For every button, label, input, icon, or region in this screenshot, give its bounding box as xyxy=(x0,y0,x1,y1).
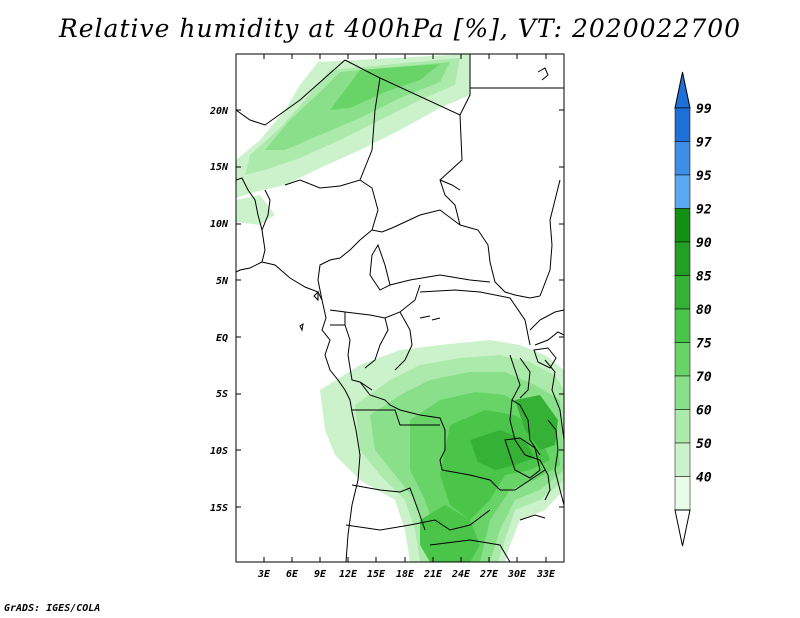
colorbar-box xyxy=(674,409,691,444)
lat-tick-label: 10S xyxy=(210,446,228,457)
lat-tick-label: 10N xyxy=(210,219,229,230)
colorbar-box xyxy=(674,308,691,343)
lon-tick-label: 24E xyxy=(451,569,471,580)
colorbar-box xyxy=(674,375,691,410)
colorbar-label: 92 xyxy=(696,203,712,218)
colorbar-box xyxy=(674,174,691,209)
colorbar-label: 95 xyxy=(696,169,712,184)
lon-tick-label: 30E xyxy=(507,569,527,580)
map-frame xyxy=(235,53,565,563)
colorbar-box xyxy=(674,107,691,142)
colorbar-top-arrow xyxy=(674,71,691,109)
lon-tick-label: 27E xyxy=(479,569,499,580)
lon-tick-label: 21E xyxy=(423,569,443,580)
colorbar-label: 50 xyxy=(696,437,712,452)
lat-axis: 20N 15N 10N 5N EQ 5S 10S 15S xyxy=(209,106,564,514)
colorbar-label: 90 xyxy=(696,236,712,251)
colorbar-label: 75 xyxy=(696,337,712,352)
colorbar: 99 97 95 92 90 85 80 75 70 60 50 40 xyxy=(674,71,712,547)
colorbar-label: 60 xyxy=(696,404,712,419)
colorbar-box xyxy=(674,476,691,511)
colorbar-bottom-arrow xyxy=(674,509,691,547)
colorbar-label: 99 xyxy=(696,102,712,117)
colorbar-box xyxy=(674,141,691,176)
colorbar-box xyxy=(674,275,691,310)
humidity-shading xyxy=(236,54,564,562)
lat-tick-label: 15N xyxy=(210,162,229,173)
colorbar-label: 97 xyxy=(696,136,712,151)
lon-tick-label: 9E xyxy=(314,569,327,580)
lon-tick-label: 6E xyxy=(286,569,299,580)
colorbar-label: 85 xyxy=(696,270,712,285)
lat-tick-label: 20N xyxy=(209,106,229,117)
lon-tick-label: 18E xyxy=(396,569,415,580)
lat-tick-label: 15S xyxy=(210,503,228,514)
colorbar-label: 70 xyxy=(696,370,712,385)
colorbar-box xyxy=(674,342,691,377)
colorbar-box xyxy=(674,241,691,276)
lon-tick-label: 33E xyxy=(536,569,556,580)
colorbar-label: 40 xyxy=(696,471,712,486)
lon-tick-label: 12E xyxy=(339,569,358,580)
lon-tick-label: 3E xyxy=(257,569,271,580)
map-title: Relative humidity at 400hPa [%], VT: 202… xyxy=(58,14,742,43)
lon-axis: 3E 6E 9E 12E 15E 18E 21E 24E 27E 30E 33E xyxy=(257,54,556,580)
country-borders xyxy=(236,54,564,562)
colorbar-box xyxy=(674,208,691,243)
lat-tick-label: 5N xyxy=(216,276,229,287)
lon-tick-label: 15E xyxy=(367,569,386,580)
colorbar-label: 80 xyxy=(696,303,712,318)
colorbar-box xyxy=(674,442,691,477)
lat-tick-label: EQ xyxy=(216,333,228,344)
grads-credit: GrADS: IGES/COLA xyxy=(4,603,101,614)
lat-tick-label: 5S xyxy=(216,389,228,400)
